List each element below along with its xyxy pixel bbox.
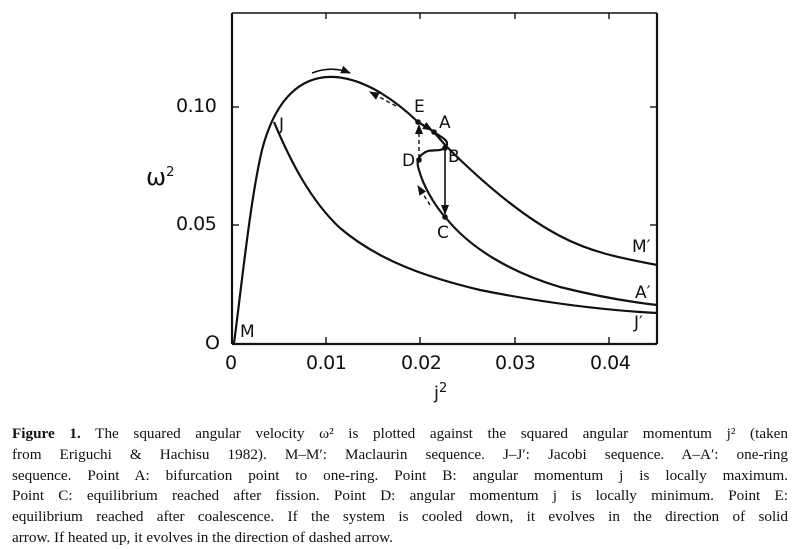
- y-axis-symbol: ω: [146, 163, 167, 191]
- point-e-marker: [415, 119, 421, 125]
- x-tick-label: 0.03: [495, 352, 536, 374]
- x-axis-symbol: j: [434, 383, 440, 404]
- y-axis-superscript: 2: [166, 165, 175, 180]
- label-point-e: E: [414, 97, 425, 117]
- figure-caption: Figure 1. The squared angular velocity ω…: [12, 424, 788, 549]
- x-axis-superscript: 2: [439, 381, 448, 396]
- x-tick-label: 0: [225, 352, 237, 374]
- label-m: M: [240, 322, 255, 342]
- x-tick-label: 0.04: [590, 352, 631, 374]
- x-tick-label: 0.01: [306, 352, 347, 374]
- label-point-b: B: [448, 147, 460, 167]
- label-point-d: D: [402, 151, 416, 171]
- y-axis-title: ω2: [146, 163, 174, 191]
- point-a-marker: [431, 129, 437, 135]
- label-m-prime: M′: [632, 237, 651, 257]
- x-axis-title: j2: [434, 381, 447, 404]
- label-point-c: C: [437, 223, 449, 243]
- point-b-marker: [442, 145, 448, 151]
- label-j: J: [279, 115, 285, 135]
- caption-line: from Eriguchi & Hachisu 1982). M–M′: Mac…: [12, 445, 788, 463]
- jacobi-curve: [272, 121, 658, 315]
- x-tick-label: 0.02: [401, 352, 442, 374]
- y-tick-label: 0.10: [176, 95, 217, 117]
- caption-line: Figure 1. The squared angular velocity ω…: [12, 424, 788, 445]
- y-tick-label: 0.05: [176, 213, 217, 235]
- axis-ticks: [232, 13, 657, 344]
- label-point-a: A: [439, 113, 451, 133]
- evolution-arrows: [311, 65, 449, 215]
- label-j-prime: J′: [634, 313, 643, 333]
- point-c-marker: [442, 214, 448, 220]
- axes-frame: [230, 12, 659, 346]
- figure-plot: 0.10 0.05 O 0 0.01 0.02 0.03 0.04 ω2 j2 …: [146, 12, 659, 404]
- origin-label: O: [205, 332, 220, 354]
- caption-label: Figure 1.: [12, 425, 81, 442]
- key-points: [415, 119, 448, 220]
- plot-canvas: [230, 12, 659, 346]
- caption-line: arrow. If heated up, it evolves in the d…: [12, 528, 393, 546]
- point-d-marker: [416, 157, 422, 163]
- label-a-prime: A′: [635, 283, 651, 303]
- caption-line: Point C: equilibrium reached after fissi…: [12, 487, 788, 505]
- caption-text: The squared angular velocity ω² is plott…: [80, 425, 789, 442]
- caption-line: equilibrium reached after coalescence. I…: [12, 508, 788, 526]
- caption-line: sequence. Point A: bifurcation point to …: [12, 466, 788, 484]
